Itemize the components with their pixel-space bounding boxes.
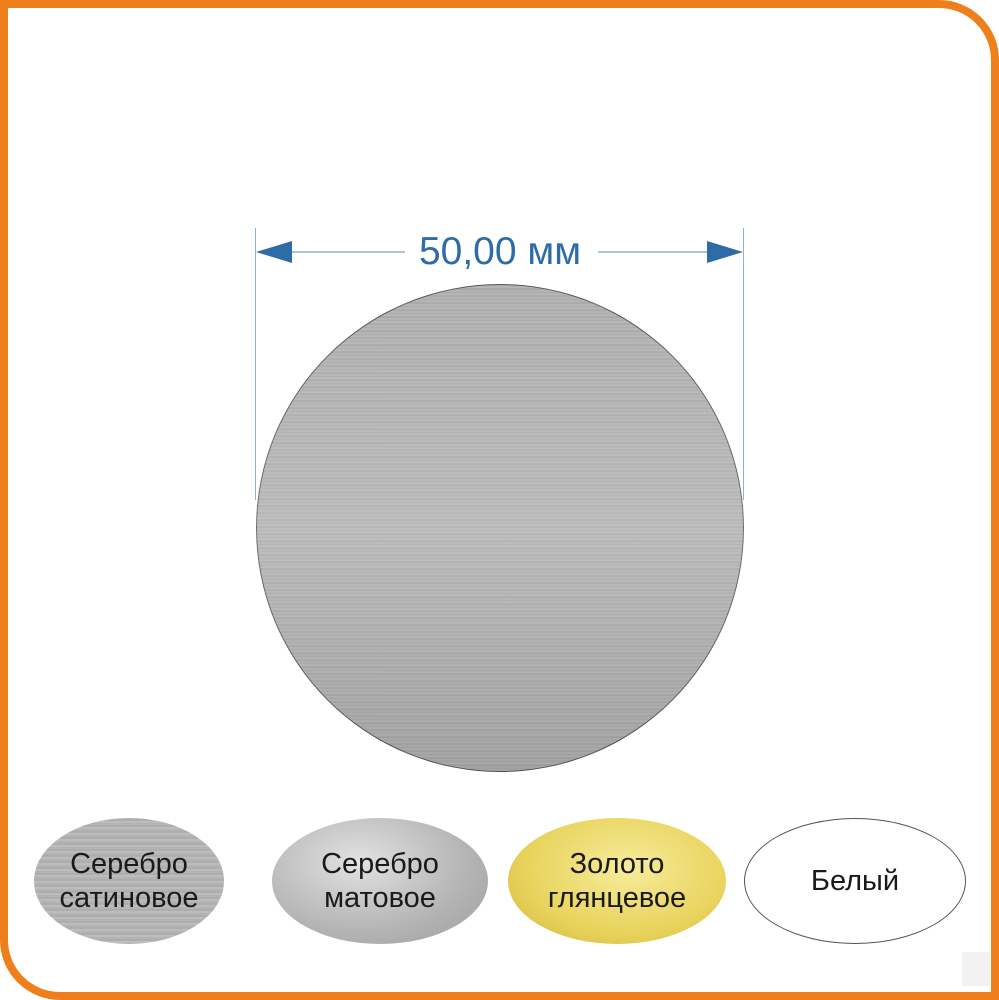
material-white: Белый [744, 818, 966, 944]
arrow-right-icon [707, 241, 743, 263]
material-label: Золото [569, 848, 665, 880]
material-label: Серебро [70, 848, 188, 880]
material-label: Белый [810, 865, 900, 897]
material-label: сатиновое [59, 882, 199, 914]
material-label: Серебро [321, 848, 439, 880]
dimension-label: 50,00 мм [418, 230, 582, 273]
dimension-extension-left [255, 228, 256, 500]
dimension-arrows [256, 241, 743, 263]
material-label: матовое [324, 882, 436, 914]
material-silver-satin: Серебро сатиновое [34, 818, 224, 944]
watermark-logo [962, 952, 990, 986]
material-silver-matte: Серебро матовое [272, 818, 488, 944]
arrow-left-icon [256, 241, 292, 263]
material-label: глянцевое [547, 882, 687, 914]
material-gold-glossy: Золото глянцевое [508, 818, 726, 944]
dimension-extension-right [743, 228, 744, 500]
brushed-silver-disc [256, 284, 744, 772]
